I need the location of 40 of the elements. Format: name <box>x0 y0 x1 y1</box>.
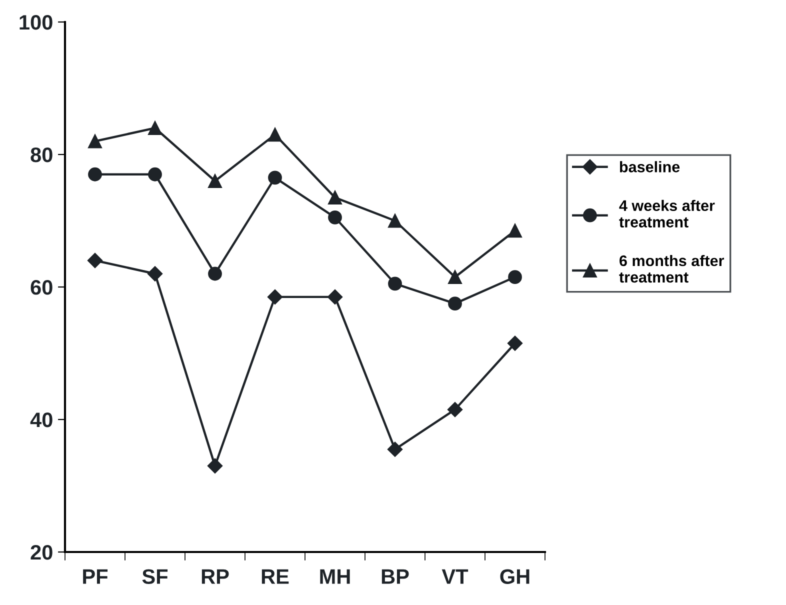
point <box>448 296 462 311</box>
y-tick-label: 20 <box>30 545 52 560</box>
point <box>448 270 462 284</box>
y-tick-label: 100 <box>20 15 52 30</box>
point <box>147 266 163 282</box>
point <box>388 276 402 291</box>
point <box>268 128 282 142</box>
point <box>328 210 342 224</box>
y-tick-label: 60 <box>30 280 52 295</box>
x-tick-label: SF <box>142 569 168 584</box>
point <box>328 190 342 205</box>
point <box>327 289 343 305</box>
x-tick-label: PF <box>83 569 108 584</box>
x-tick-label: GH <box>500 569 530 584</box>
point <box>388 214 402 228</box>
x-tick-label: BP <box>382 569 409 584</box>
point <box>88 134 102 148</box>
legend-label: 4 weeks after treatment <box>619 200 715 228</box>
legend-label: 6 months after treatment <box>619 254 724 283</box>
x-tick-label: RP <box>202 569 229 584</box>
point <box>148 121 162 135</box>
point <box>267 289 283 305</box>
legend-label: baseline <box>620 161 680 172</box>
y-tick-label: 80 <box>30 148 52 162</box>
y-tick-label: 40 <box>30 412 52 428</box>
x-tick-label: VT <box>442 569 468 584</box>
point <box>447 402 463 418</box>
x-tick-label: MH <box>320 569 350 584</box>
point <box>208 266 222 281</box>
point <box>148 167 162 182</box>
point <box>508 224 522 238</box>
point <box>507 336 523 351</box>
point <box>508 270 522 284</box>
point <box>208 174 222 188</box>
point <box>387 442 403 457</box>
x-tick-label: RE <box>262 569 289 584</box>
point <box>268 170 282 185</box>
point <box>87 252 103 268</box>
point <box>207 458 223 474</box>
point <box>88 167 102 182</box>
